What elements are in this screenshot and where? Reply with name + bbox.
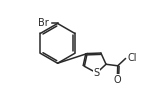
Text: O: O — [113, 75, 121, 85]
Text: Cl: Cl — [128, 53, 137, 63]
Text: S: S — [94, 68, 100, 78]
Text: Br: Br — [38, 18, 48, 28]
